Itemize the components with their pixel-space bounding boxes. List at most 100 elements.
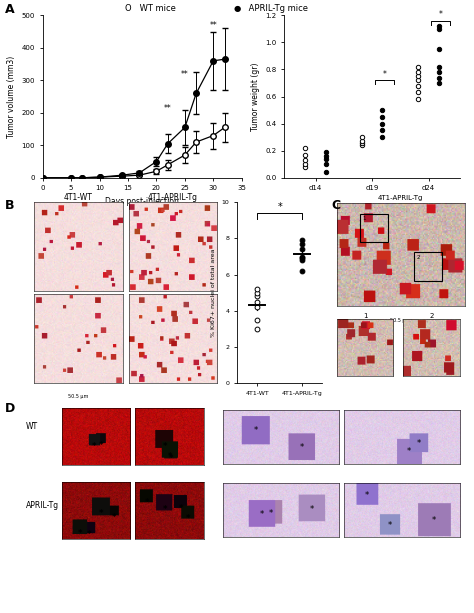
Point (301, 155, 309, 165)
Point (301, 150, 309, 159)
Text: *: * (432, 516, 436, 525)
Point (322, 167, 329, 177)
Text: *: * (163, 441, 167, 451)
Text: *: * (87, 530, 92, 539)
Point (298, 255, 306, 265)
Point (358, 140, 366, 150)
Title: 1: 1 (363, 313, 367, 319)
Point (435, 78, 443, 88)
Text: *: * (163, 504, 167, 514)
Text: *: * (78, 529, 82, 538)
Text: *: * (169, 454, 173, 463)
Point (415, 75, 422, 85)
Point (254, 302, 261, 312)
Point (378, 112, 386, 122)
Text: *: * (111, 512, 116, 522)
Title: 4T1-APRIL-Tg: 4T1-APRIL-Tg (378, 196, 423, 202)
Bar (360, 214, 388, 242)
Point (254, 315, 261, 325)
Text: *: * (365, 491, 369, 500)
Point (298, 253, 306, 263)
Point (358, 136, 366, 146)
Point (298, 245, 306, 254)
Text: O: O (125, 4, 131, 13)
Point (254, 324, 261, 333)
Text: *: * (186, 514, 190, 524)
Point (254, 287, 261, 297)
Point (435, 67, 443, 77)
Text: *: * (168, 452, 173, 461)
Text: WT: WT (26, 422, 38, 430)
Text: **: ** (210, 21, 217, 30)
Point (322, 147, 329, 157)
Point (322, 159, 329, 169)
Point (435, 62, 443, 72)
Text: ●: ● (233, 4, 241, 13)
Text: A: A (5, 3, 14, 16)
Point (358, 138, 366, 148)
Point (415, 81, 422, 91)
Point (301, 162, 309, 172)
Title: 2: 2 (429, 313, 434, 319)
Point (298, 266, 306, 276)
Text: WT mice: WT mice (137, 4, 176, 13)
Text: *: * (145, 498, 149, 507)
Point (378, 126, 386, 135)
Point (322, 151, 329, 161)
Point (415, 94, 422, 104)
Point (301, 143, 309, 153)
Text: *: * (254, 427, 258, 435)
Point (415, 71, 422, 81)
Title: 4T1-APRIL-Tg: 4T1-APRIL-Tg (148, 192, 198, 202)
Point (254, 291, 261, 301)
Point (378, 119, 386, 129)
Point (435, 24, 443, 34)
Point (378, 105, 386, 115)
Point (298, 251, 306, 261)
Title: 4T1-WT: 4T1-WT (64, 192, 92, 202)
Point (435, 44, 443, 54)
Y-axis label: Tumor volume (mm3): Tumor volume (mm3) (7, 55, 16, 138)
Text: *: * (383, 70, 386, 79)
Point (322, 154, 329, 164)
Point (298, 235, 306, 245)
Point (415, 62, 422, 72)
Y-axis label: Tumor weight (gr): Tumor weight (gr) (251, 63, 260, 131)
Text: *: * (268, 509, 273, 517)
Text: *: * (299, 443, 303, 452)
Text: **: ** (164, 104, 172, 113)
Text: 50.5 μm: 50.5 μm (68, 394, 88, 399)
Text: D: D (5, 402, 15, 414)
Text: *: * (179, 504, 183, 513)
Point (254, 284, 261, 294)
Text: *: * (416, 439, 420, 448)
Point (415, 88, 422, 97)
Text: APRIL-Tg mice: APRIL-Tg mice (246, 4, 309, 13)
Y-axis label: % Ki67+ nuclei of total area: % Ki67+ nuclei of total area (211, 248, 216, 337)
Text: C: C (332, 199, 341, 212)
Point (378, 132, 386, 142)
Text: *: * (407, 447, 411, 456)
Text: *: * (277, 202, 282, 212)
Text: *: * (310, 504, 313, 514)
Text: *: * (439, 10, 443, 20)
Point (358, 132, 366, 142)
Text: 50.5 μm: 50.5 μm (391, 318, 410, 323)
Point (301, 159, 309, 169)
Text: **: ** (181, 70, 189, 78)
Bar (414, 253, 442, 281)
Point (435, 21, 443, 31)
Text: 2: 2 (417, 255, 420, 260)
Point (435, 73, 443, 83)
Text: APRIL-Tg: APRIL-Tg (26, 501, 59, 510)
Point (254, 297, 261, 306)
Text: 1: 1 (363, 216, 366, 221)
Text: *: * (99, 509, 103, 517)
Text: B: B (5, 199, 14, 212)
Text: *: * (99, 441, 103, 450)
Point (415, 67, 422, 77)
Text: *: * (260, 510, 264, 519)
X-axis label: Days post-injection: Days post-injection (105, 197, 179, 206)
Point (298, 239, 306, 249)
Text: *: * (92, 443, 97, 451)
